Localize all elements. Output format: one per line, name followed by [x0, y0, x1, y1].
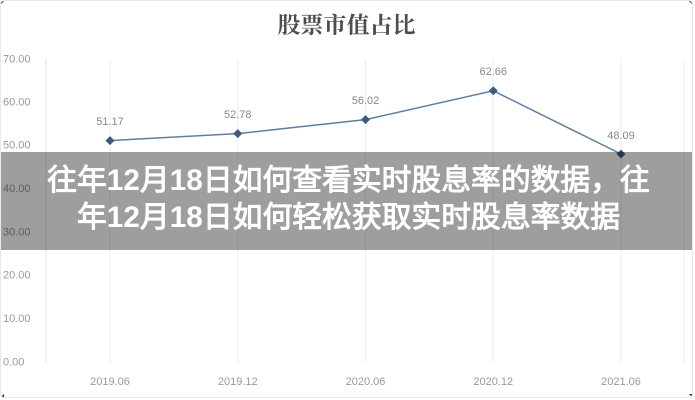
- svg-text:2020.06: 2020.06: [346, 376, 386, 388]
- svg-text:2020.12: 2020.12: [473, 376, 513, 388]
- svg-text:52.78: 52.78: [224, 109, 252, 121]
- svg-text:56.02: 56.02: [352, 95, 380, 107]
- svg-text:51.17: 51.17: [96, 116, 124, 128]
- svg-text:48.09: 48.09: [607, 130, 635, 142]
- svg-text:50.00: 50.00: [3, 140, 31, 152]
- svg-text:70.00: 70.00: [3, 54, 31, 66]
- svg-text:0.00: 0.00: [3, 357, 24, 369]
- svg-text:2019.12: 2019.12: [218, 376, 258, 388]
- svg-text:20.00: 20.00: [3, 270, 31, 282]
- svg-text:2021.06: 2021.06: [601, 376, 641, 388]
- svg-text:62.66: 62.66: [479, 66, 507, 78]
- svg-text:10.00: 10.00: [3, 313, 31, 325]
- svg-text:60.00: 60.00: [3, 97, 31, 109]
- svg-text:2019.06: 2019.06: [90, 376, 130, 388]
